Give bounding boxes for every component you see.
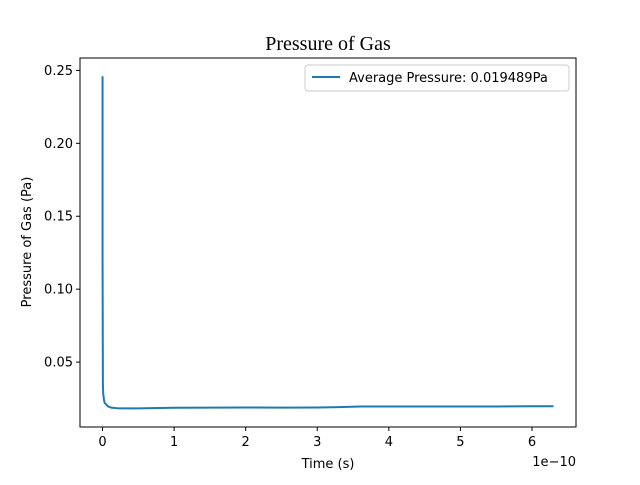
x-axis-offset-label: 1e−10 (532, 455, 576, 470)
x-axis-label: Time (s) (301, 457, 355, 472)
y-axis-label: Pressure of Gas (Pa) (20, 177, 35, 308)
y-tick-label: 0.10 (44, 283, 73, 298)
chart-title: Pressure of Gas (265, 33, 391, 55)
y-tick-label: 0.05 (44, 356, 73, 371)
x-tick-label: 1 (170, 435, 178, 450)
plot-area (80, 58, 576, 427)
legend: Average Pressure: 0.019489Pa (304, 64, 570, 92)
series-line (101, 76, 554, 410)
legend-label: Average Pressure: 0.019489Pa (349, 71, 548, 86)
x-tick-label: 5 (456, 435, 464, 450)
x-axis-ticks: 0 1 2 3 4 5 6 (98, 427, 536, 450)
x-tick-label: 2 (242, 435, 250, 450)
x-tick-label: 0 (98, 435, 106, 450)
y-tick-label: 0.15 (44, 210, 73, 225)
x-tick-label: 3 (313, 435, 321, 450)
x-tick-label: 6 (528, 435, 536, 450)
legend-box (304, 64, 570, 92)
series-layer (101, 76, 554, 410)
y-axis-ticks: 0.05 0.10 0.15 0.20 0.25 (44, 64, 80, 371)
axes-frame (79, 57, 577, 428)
x-tick-label: 4 (385, 435, 393, 450)
y-tick-label: 0.25 (44, 64, 73, 79)
y-tick-label: 0.20 (44, 137, 73, 152)
